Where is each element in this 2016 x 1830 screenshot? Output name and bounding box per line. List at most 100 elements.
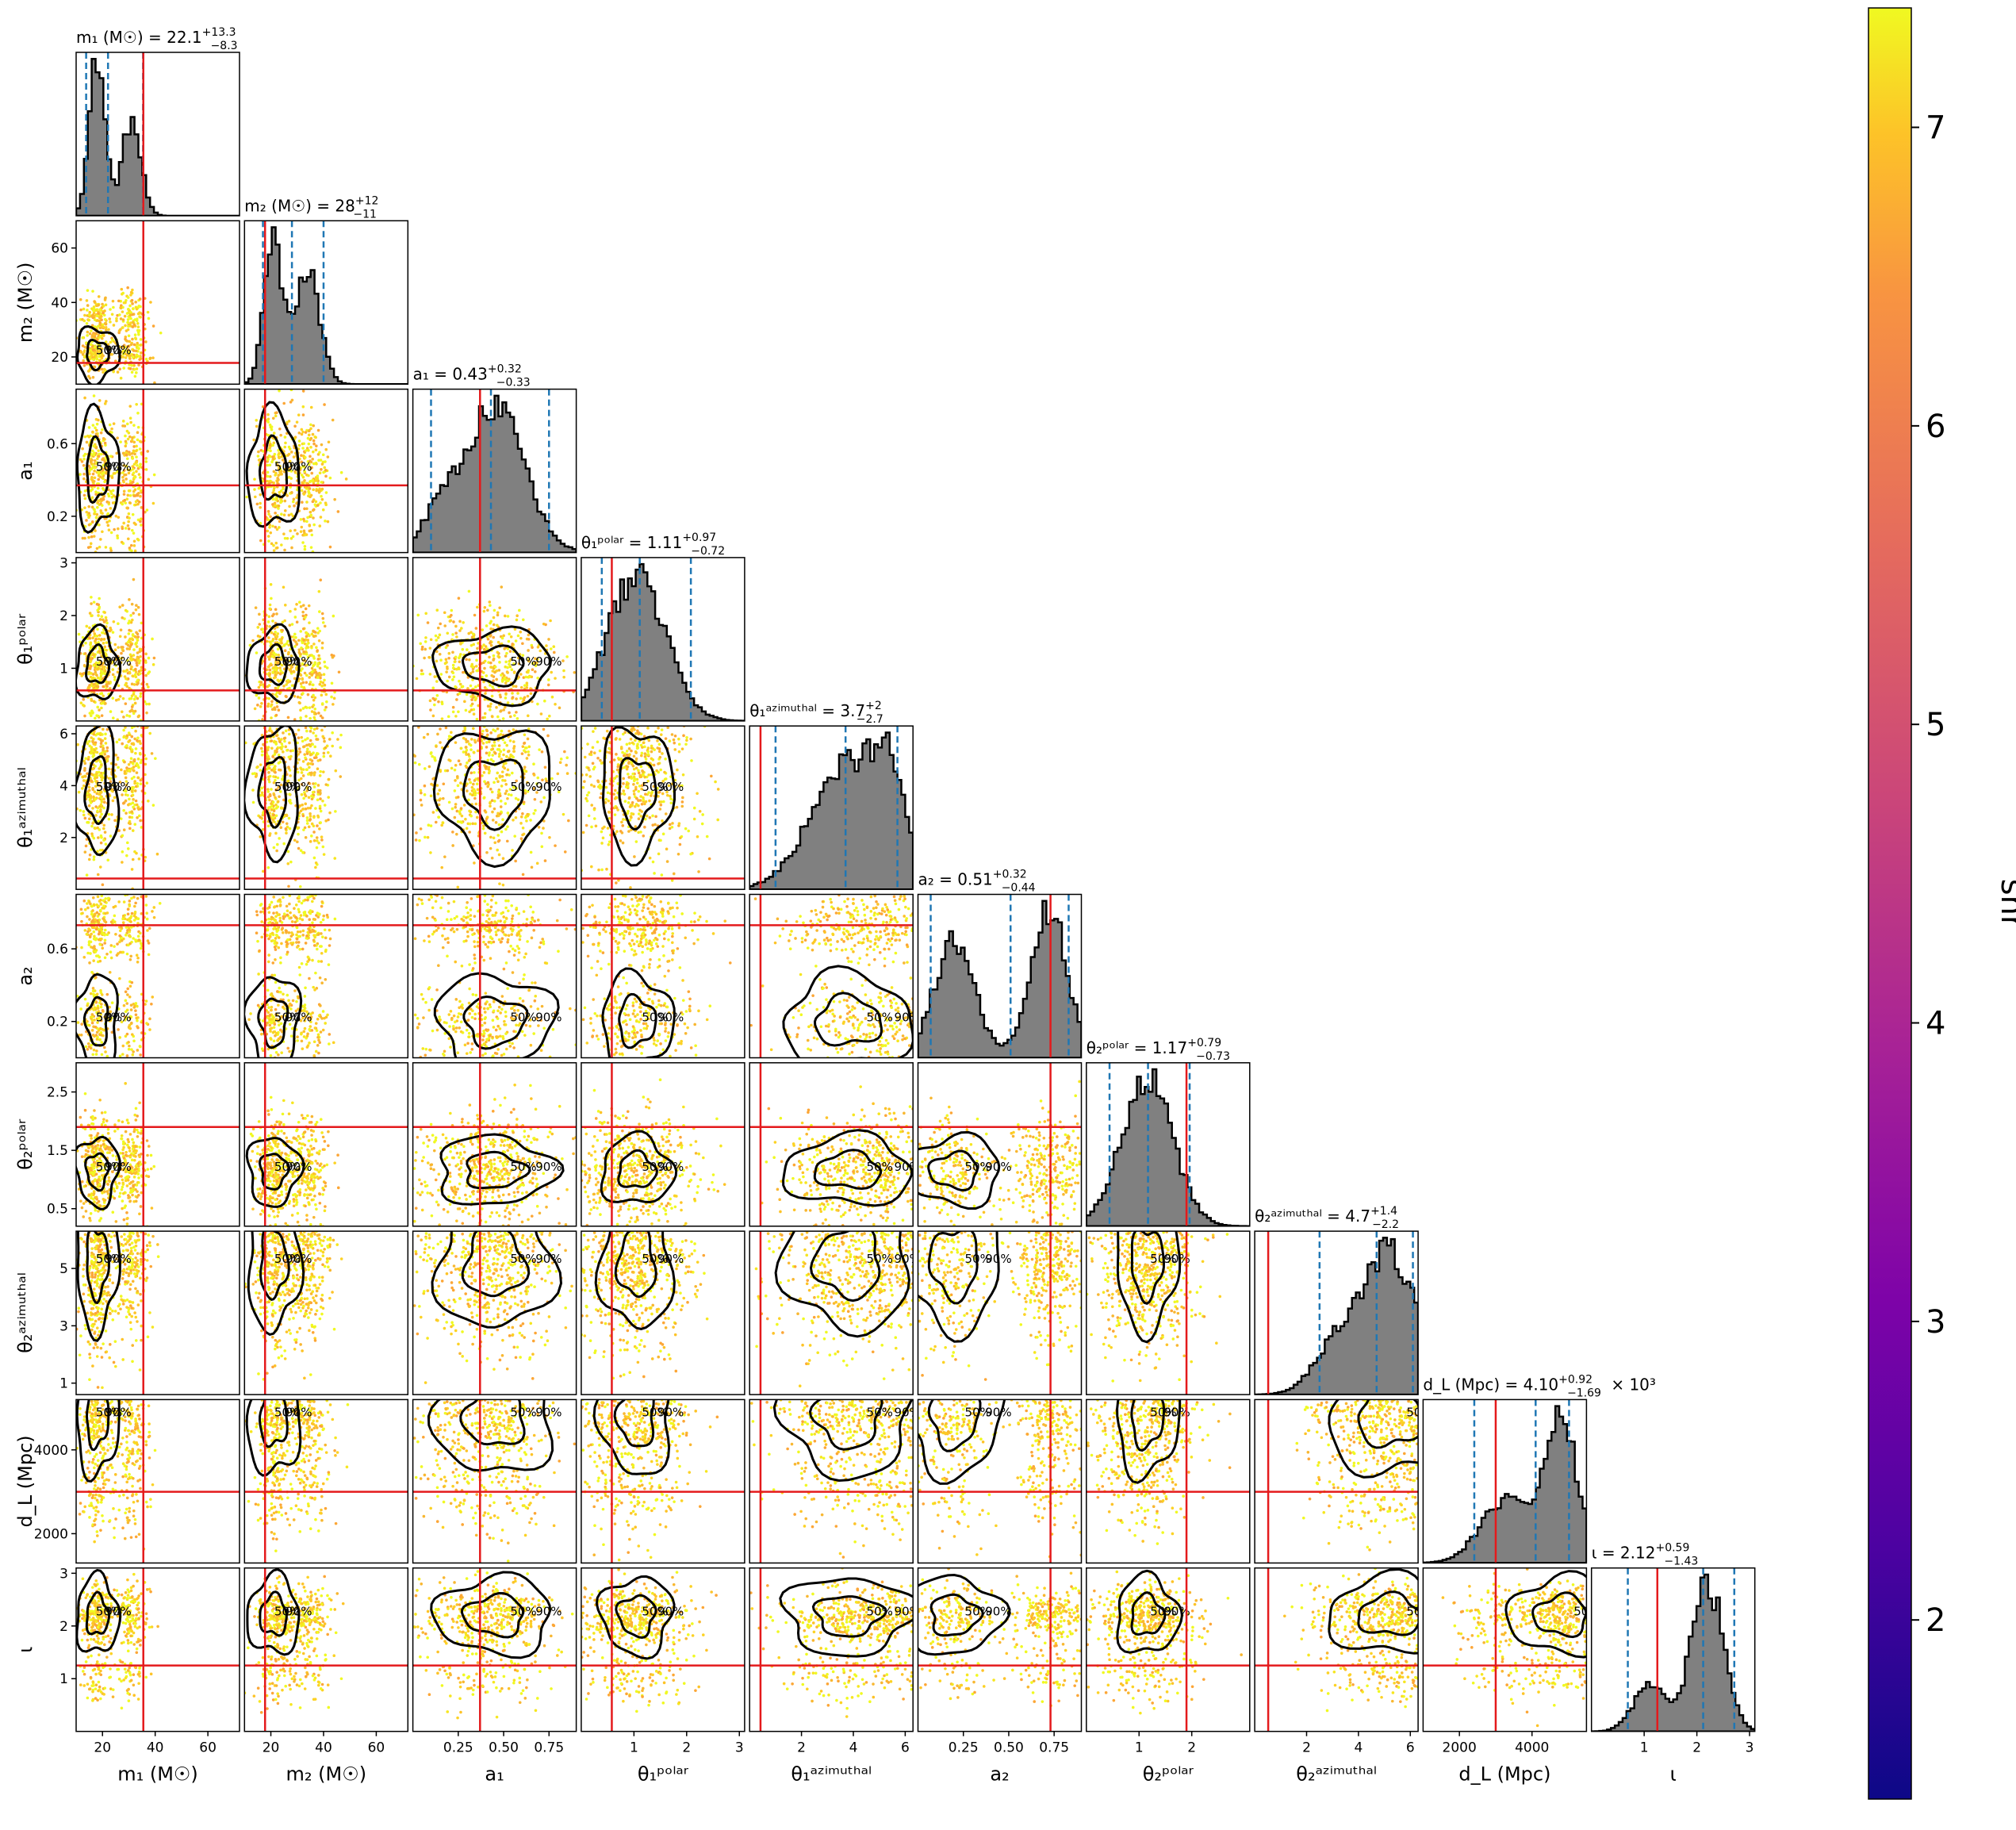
scatter-point — [270, 805, 274, 808]
scatter-point — [282, 842, 286, 846]
scatter-point — [130, 364, 133, 367]
scatter-point — [313, 663, 316, 666]
scatter-point — [95, 516, 98, 520]
scatter-point — [136, 431, 140, 434]
scatter-point — [122, 366, 125, 370]
scatter-point — [684, 827, 688, 831]
scatter-point — [315, 479, 318, 482]
scatter-point — [82, 353, 85, 356]
scatter-point — [139, 659, 142, 662]
scatter-point — [147, 672, 150, 675]
scatter-point — [562, 676, 565, 679]
scatter-point — [489, 635, 492, 638]
scatter-point — [135, 403, 138, 406]
scatter-point — [93, 632, 96, 635]
scatter-point — [468, 758, 471, 762]
scatter-point — [145, 703, 148, 706]
scatter-point — [122, 481, 125, 484]
scatter-point — [130, 550, 133, 553]
hist-title-m2: m₂ (M☉) = 28+12−11 — [244, 194, 378, 221]
scatter-point — [457, 820, 460, 823]
scatter-point — [293, 424, 297, 428]
scatter-point — [284, 500, 287, 503]
scatter-point — [98, 606, 101, 609]
scatter-point — [322, 508, 325, 512]
scatter-point — [507, 679, 510, 682]
scatter-point — [272, 638, 275, 641]
scatter-point — [90, 602, 93, 605]
scatter-point — [99, 618, 102, 621]
scatter-point — [94, 490, 98, 493]
scatter-point — [94, 827, 97, 830]
scatter-point — [323, 740, 326, 743]
scatter-point — [310, 633, 313, 636]
scatter-point — [139, 695, 142, 698]
scatter-point — [135, 455, 138, 458]
scatter-point — [88, 858, 91, 861]
scatter-point — [489, 604, 492, 607]
contour-label: 90% — [286, 460, 312, 474]
scatter-point — [267, 866, 270, 869]
scatter-point — [420, 804, 424, 807]
scatter-point — [439, 658, 443, 662]
scatter-point — [307, 773, 310, 776]
scatter-point — [485, 752, 489, 755]
scatter-point — [447, 758, 450, 762]
scatter-point — [131, 674, 134, 677]
scatter-point — [152, 502, 155, 505]
scatter-point — [127, 438, 130, 441]
scatter-point — [482, 742, 485, 745]
scatter-point — [476, 816, 479, 819]
scatter-point — [83, 767, 86, 770]
scatter-point — [83, 364, 86, 367]
scatter-point — [255, 766, 259, 769]
scatter-point — [503, 762, 506, 765]
scatter-point — [304, 545, 307, 548]
scatter-point — [266, 475, 270, 478]
scatter-point — [504, 692, 508, 696]
scatter-point — [283, 513, 286, 516]
scatter-point — [284, 746, 287, 749]
scatter-point — [93, 855, 96, 858]
scatter-point — [144, 457, 148, 460]
scatter-point — [309, 730, 312, 733]
scatter-point — [99, 865, 102, 869]
scatter-point — [123, 493, 126, 496]
scatter-point — [677, 738, 680, 741]
scatter-point — [320, 481, 323, 484]
scatter-point — [102, 807, 105, 810]
scatter-point — [121, 527, 124, 530]
scatter-point — [122, 420, 125, 423]
scatter-point — [128, 715, 132, 718]
scatter-point — [118, 329, 121, 332]
scatter-point — [110, 531, 113, 535]
scatter-point — [301, 771, 304, 774]
scatter-point — [308, 766, 311, 769]
scatter-point — [295, 643, 298, 646]
scatter-point — [267, 703, 270, 706]
scatter-point — [298, 439, 301, 443]
scatter-point — [633, 755, 636, 758]
scatter-point — [312, 630, 316, 633]
scatter-point — [94, 639, 97, 643]
scatter-point — [112, 673, 115, 677]
scatter-point — [119, 440, 122, 443]
scatter-point — [301, 678, 304, 681]
scatter-point — [277, 648, 280, 651]
scatter-point — [311, 683, 314, 686]
scatter-point — [592, 785, 596, 788]
scatter-point — [431, 687, 435, 690]
scatter-point — [97, 419, 100, 422]
scatter-point — [305, 768, 309, 771]
scatter-point — [279, 826, 282, 829]
scatter-point — [106, 512, 109, 516]
scatter-point — [276, 635, 279, 639]
scatter-point — [134, 301, 137, 304]
scatter-point — [133, 343, 136, 347]
scatter-point — [105, 742, 108, 745]
scatter-point — [315, 861, 318, 865]
scatter-point — [98, 597, 101, 600]
scatter-point — [286, 862, 289, 865]
scatter-point — [302, 518, 305, 521]
scatter-point — [111, 696, 114, 700]
